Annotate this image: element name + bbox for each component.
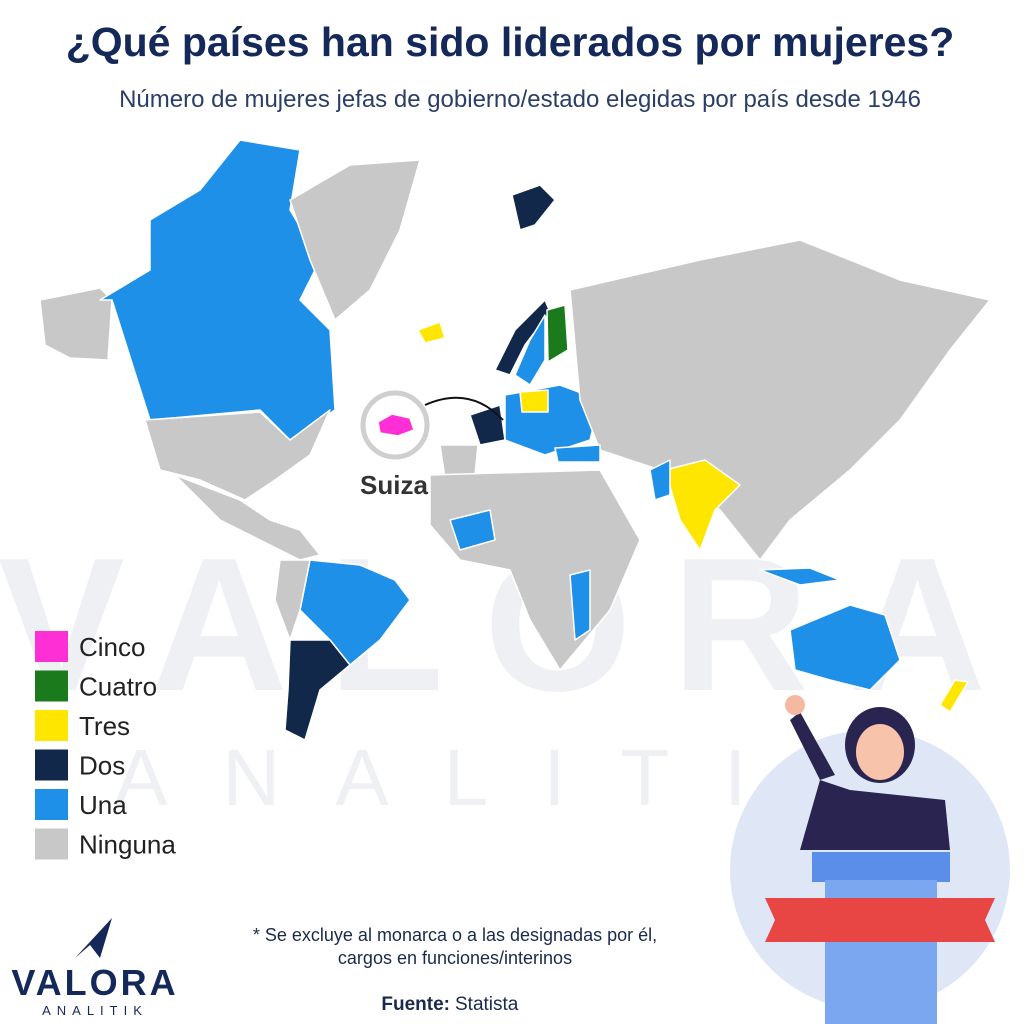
legend-swatch — [35, 631, 68, 662]
andes — [274, 559, 311, 641]
legend-label: Cuatro — [79, 672, 157, 702]
callout-arrow — [424, 396, 504, 421]
brazil — [299, 559, 411, 666]
source-text: Statista — [455, 994, 519, 1015]
finland — [546, 304, 569, 363]
indonesia — [759, 567, 841, 586]
world-map — [39, 139, 991, 741]
speaker-body — [800, 780, 950, 850]
legend-label: Cinco — [79, 632, 145, 662]
argentina — [284, 639, 351, 741]
logo-mark — [75, 918, 112, 958]
logo-sub: ANALITIK — [42, 1003, 148, 1018]
india — [664, 459, 741, 551]
greenland — [289, 159, 421, 321]
legend-label: Una — [79, 790, 127, 820]
legend: Cinco Cuatro Tres Dos Una Ninguna — [35, 631, 176, 860]
illustration — [730, 695, 1010, 1024]
logo-brand: VALORA — [11, 962, 178, 1003]
asia — [569, 239, 991, 561]
france — [469, 404, 506, 446]
australia — [789, 604, 901, 691]
iceland — [417, 321, 446, 344]
subtitle: Número de mujeres jefas de gobierno/esta… — [119, 86, 921, 113]
legend-swatch — [35, 789, 68, 820]
new-zealand — [939, 679, 969, 713]
legend-label: Ninguna — [79, 830, 176, 860]
callout-label: Suiza — [360, 470, 428, 500]
footnote: cargos en funciones/interinos — [338, 948, 572, 968]
legend-label: Tres — [79, 711, 130, 741]
speaker-hand — [785, 695, 805, 715]
legend-swatch — [35, 828, 68, 860]
mozambique — [569, 569, 591, 641]
turkey — [554, 444, 601, 463]
speaker-face — [856, 724, 904, 780]
svalbard — [511, 184, 556, 231]
podium-banner — [765, 898, 995, 942]
pakistan — [649, 459, 671, 501]
legend-swatch — [35, 749, 68, 781]
footnote: * Se excluye al monarca o a las designad… — [253, 925, 657, 945]
legend-swatch — [35, 670, 68, 702]
alaska — [39, 287, 113, 361]
watermark-sub: ANALITIK — [114, 733, 910, 822]
legend-swatch — [35, 710, 68, 741]
speaker-arm — [790, 712, 835, 780]
podium-top — [812, 852, 950, 882]
mexico — [174, 474, 321, 561]
poland — [519, 389, 549, 413]
legend-label: Dos — [79, 751, 125, 781]
sweden — [514, 314, 546, 386]
west-africa — [449, 509, 496, 551]
title: ¿Qué países han sido liderados por mujer… — [66, 19, 955, 65]
source-label: Fuente: — [381, 994, 450, 1015]
canada — [99, 139, 336, 441]
usa — [144, 409, 331, 501]
switzerland — [377, 413, 415, 437]
